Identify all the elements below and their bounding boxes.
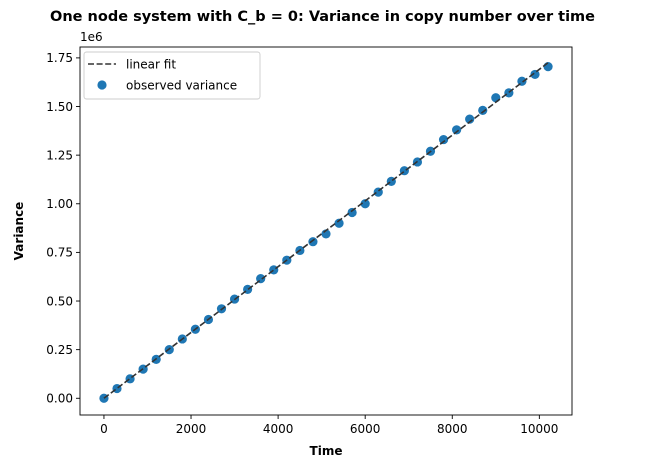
data-point xyxy=(360,199,370,209)
y-tick-label: 1.75 xyxy=(46,51,73,65)
x-tick-label: 2000 xyxy=(176,422,207,436)
x-tick-label: 0 xyxy=(100,422,108,436)
data-point xyxy=(478,105,488,116)
y-offset-text: 1e6 xyxy=(80,30,103,44)
y-tick-label: 1.00 xyxy=(46,197,73,211)
y-tick-label: 1.25 xyxy=(46,148,73,162)
legend-box xyxy=(83,51,261,100)
x-tick-label: 10000 xyxy=(520,422,558,436)
data-point xyxy=(530,69,540,80)
x-axis-label: Time xyxy=(310,444,343,458)
data-point xyxy=(465,114,475,124)
data-point xyxy=(438,134,449,145)
legend: linear fit observed variance xyxy=(83,51,261,100)
y-tick-label: 1.50 xyxy=(46,100,73,114)
legend-point-swatch xyxy=(97,80,107,90)
y-axis-label: Variance xyxy=(12,202,26,261)
x-tick-label: 6000 xyxy=(350,422,381,436)
data-point xyxy=(334,218,344,228)
y-tick-label: 0.00 xyxy=(46,392,73,406)
y-tick-label: 0.50 xyxy=(46,294,73,308)
data-point xyxy=(347,207,357,218)
plot-frame xyxy=(79,46,573,416)
legend-label-observed-variance: observed variance xyxy=(126,79,237,93)
x-tick-label: 4000 xyxy=(263,422,294,436)
legend-label-linear-fit: linear fit xyxy=(126,58,176,72)
x-tick-label: 8000 xyxy=(437,422,468,436)
y-tick-label: 0.25 xyxy=(46,343,73,357)
data-point xyxy=(308,237,318,247)
y-axis: 0.00 0.25 0.50 0.75 1.00 1.25 1.50 1.75 xyxy=(46,51,80,406)
y-tick-label: 0.75 xyxy=(46,246,73,260)
data-point xyxy=(452,125,462,135)
linear-fit-line xyxy=(103,62,549,399)
x-axis: 0 2000 4000 6000 8000 10000 xyxy=(100,415,558,436)
chart-title: One node system with C_b = 0: Variance i… xyxy=(50,9,595,25)
plot-area xyxy=(99,62,553,403)
data-point xyxy=(491,93,501,103)
